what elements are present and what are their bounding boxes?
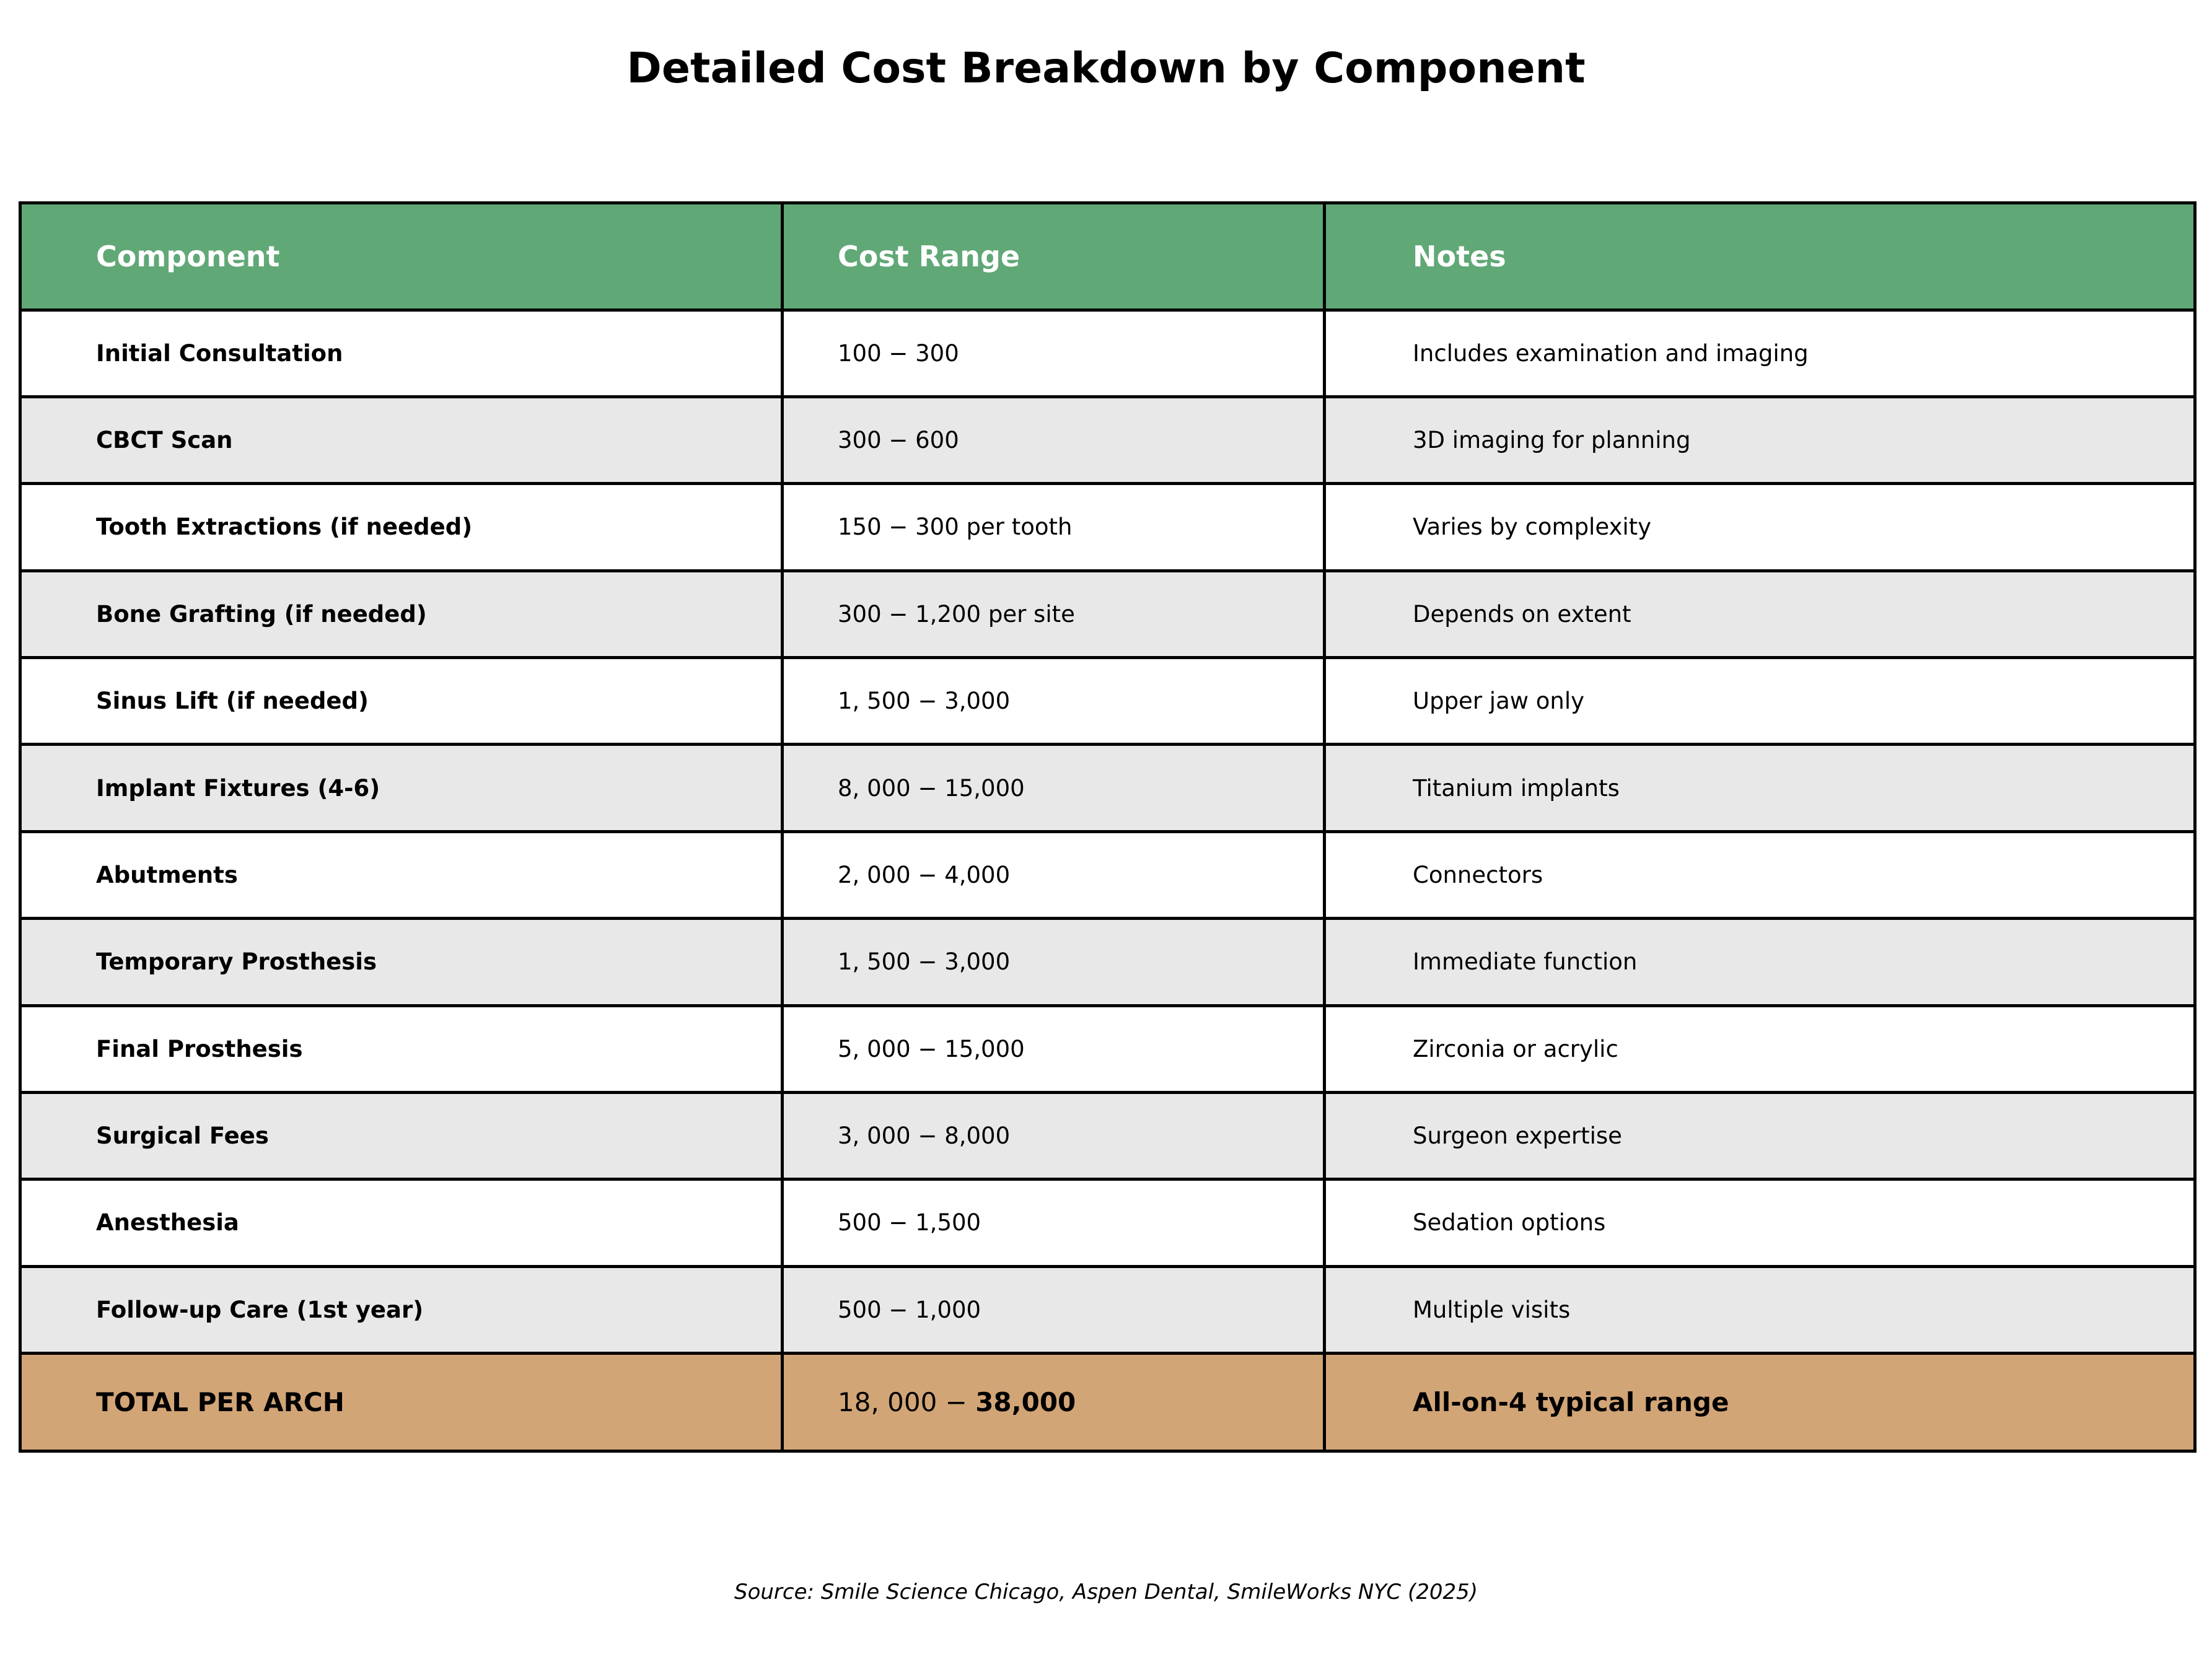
cost-range-cell: 1, 500 − 3,000 <box>781 917 1326 1007</box>
component-cell: Anesthesia <box>19 1178 784 1268</box>
component-cell: Tooth Extractions (if needed) <box>19 482 784 572</box>
cost-range-cell: 500 − 1,500 <box>781 1178 1326 1268</box>
component-cell: Final Prosthesis <box>19 1004 784 1094</box>
table-row: Abutments 2, 000 − 4,000 Connectors <box>19 829 2197 921</box>
table-row: Sinus Lift (if needed) 1, 500 − 3,000 Up… <box>19 656 2197 746</box>
component-cell: Surgical Fees <box>19 1090 784 1181</box>
table-row: Bone Grafting (if needed) 300 − 1,200 pe… <box>19 569 2197 660</box>
notes-cell: Depends on extent <box>1323 569 2197 660</box>
component-cell: Temporary Prosthesis <box>19 917 784 1007</box>
total-notes-cell: All-on-4 typical range <box>1323 1352 2197 1453</box>
table-row: Surgical Fees 3, 000 − 8,000 Surgeon exp… <box>19 1090 2197 1181</box>
component-cell: Sinus Lift (if needed) <box>19 656 784 746</box>
cost-range-cell: 1, 500 − 3,000 <box>781 656 1326 746</box>
component-cell: Abutments <box>19 829 784 921</box>
total-cost-range-cell: 18, 000 − 38,000 <box>781 1352 1326 1453</box>
notes-cell: Zirconia or acrylic <box>1323 1004 2197 1094</box>
table-row: Final Prosthesis 5, 000 − 15,000 Zirconi… <box>19 1004 2197 1094</box>
cost-range-cell: 5, 000 − 15,000 <box>781 1004 1326 1094</box>
total-cost-range-start: 18, 000 − <box>838 1387 976 1418</box>
cost-range-cell: 300 − 600 <box>781 395 1326 486</box>
table-row: CBCT Scan 300 − 600 3D imaging for plann… <box>19 395 2197 486</box>
notes-cell: Includes examination and imaging <box>1323 308 2197 398</box>
notes-cell: Immediate function <box>1323 917 2197 1007</box>
cost-range-cell: 300 − 1,200 per site <box>781 569 1326 660</box>
total-cost-range-end: 38,000 <box>975 1387 1076 1418</box>
chart-title: Detailed Cost Breakdown by Component <box>626 44 1586 93</box>
column-header-component: Component <box>19 201 784 312</box>
total-row: TOTAL PER ARCH 18, 000 − 38,000 All-on-4… <box>19 1352 2197 1453</box>
cost-range-cell: 500 − 1,000 <box>781 1264 1326 1355</box>
column-header-notes: Notes <box>1323 201 2197 312</box>
table-row: Follow-up Care (1st year) 500 − 1,000 Mu… <box>19 1264 2197 1355</box>
source-note: Source: Smile Science Chicago, Aspen Den… <box>734 1580 1478 1604</box>
notes-cell: Upper jaw only <box>1323 656 2197 746</box>
cost-breakdown-table: Component Cost Range Notes Initial Consu… <box>19 201 2197 1453</box>
component-cell: Follow-up Care (1st year) <box>19 1264 784 1355</box>
cost-range-cell: 2, 000 − 4,000 <box>781 829 1326 921</box>
component-cell: Initial Consultation <box>19 308 784 398</box>
notes-cell: Sedation options <box>1323 1178 2197 1268</box>
notes-cell: Titanium implants <box>1323 743 2197 833</box>
notes-cell: Surgeon expertise <box>1323 1090 2197 1181</box>
notes-cell: Multiple visits <box>1323 1264 2197 1355</box>
table-header-row: Component Cost Range Notes <box>19 201 2197 312</box>
component-cell: Implant Fixtures (4-6) <box>19 743 784 833</box>
component-cell: Bone Grafting (if needed) <box>19 569 784 660</box>
table-row: Temporary Prosthesis 1, 500 − 3,000 Imme… <box>19 917 2197 1007</box>
table-row: Tooth Extractions (if needed) 150 − 300 … <box>19 482 2197 572</box>
table-row: Initial Consultation 100 − 300 Includes … <box>19 308 2197 398</box>
notes-cell: Connectors <box>1323 829 2197 921</box>
cost-range-cell: 8, 000 − 15,000 <box>781 743 1326 833</box>
notes-cell: Varies by complexity <box>1323 482 2197 572</box>
total-component-cell: TOTAL PER ARCH <box>19 1352 784 1453</box>
cost-range-cell: 3, 000 − 8,000 <box>781 1090 1326 1181</box>
table-row: Anesthesia 500 − 1,500 Sedation options <box>19 1178 2197 1268</box>
component-cell: CBCT Scan <box>19 395 784 486</box>
notes-cell: 3D imaging for planning <box>1323 395 2197 486</box>
cost-range-cell: 150 − 300 per tooth <box>781 482 1326 572</box>
column-header-cost-range: Cost Range <box>781 201 1326 312</box>
cost-range-cell: 100 − 300 <box>781 308 1326 398</box>
table-row: Implant Fixtures (4-6) 8, 000 − 15,000 T… <box>19 743 2197 833</box>
